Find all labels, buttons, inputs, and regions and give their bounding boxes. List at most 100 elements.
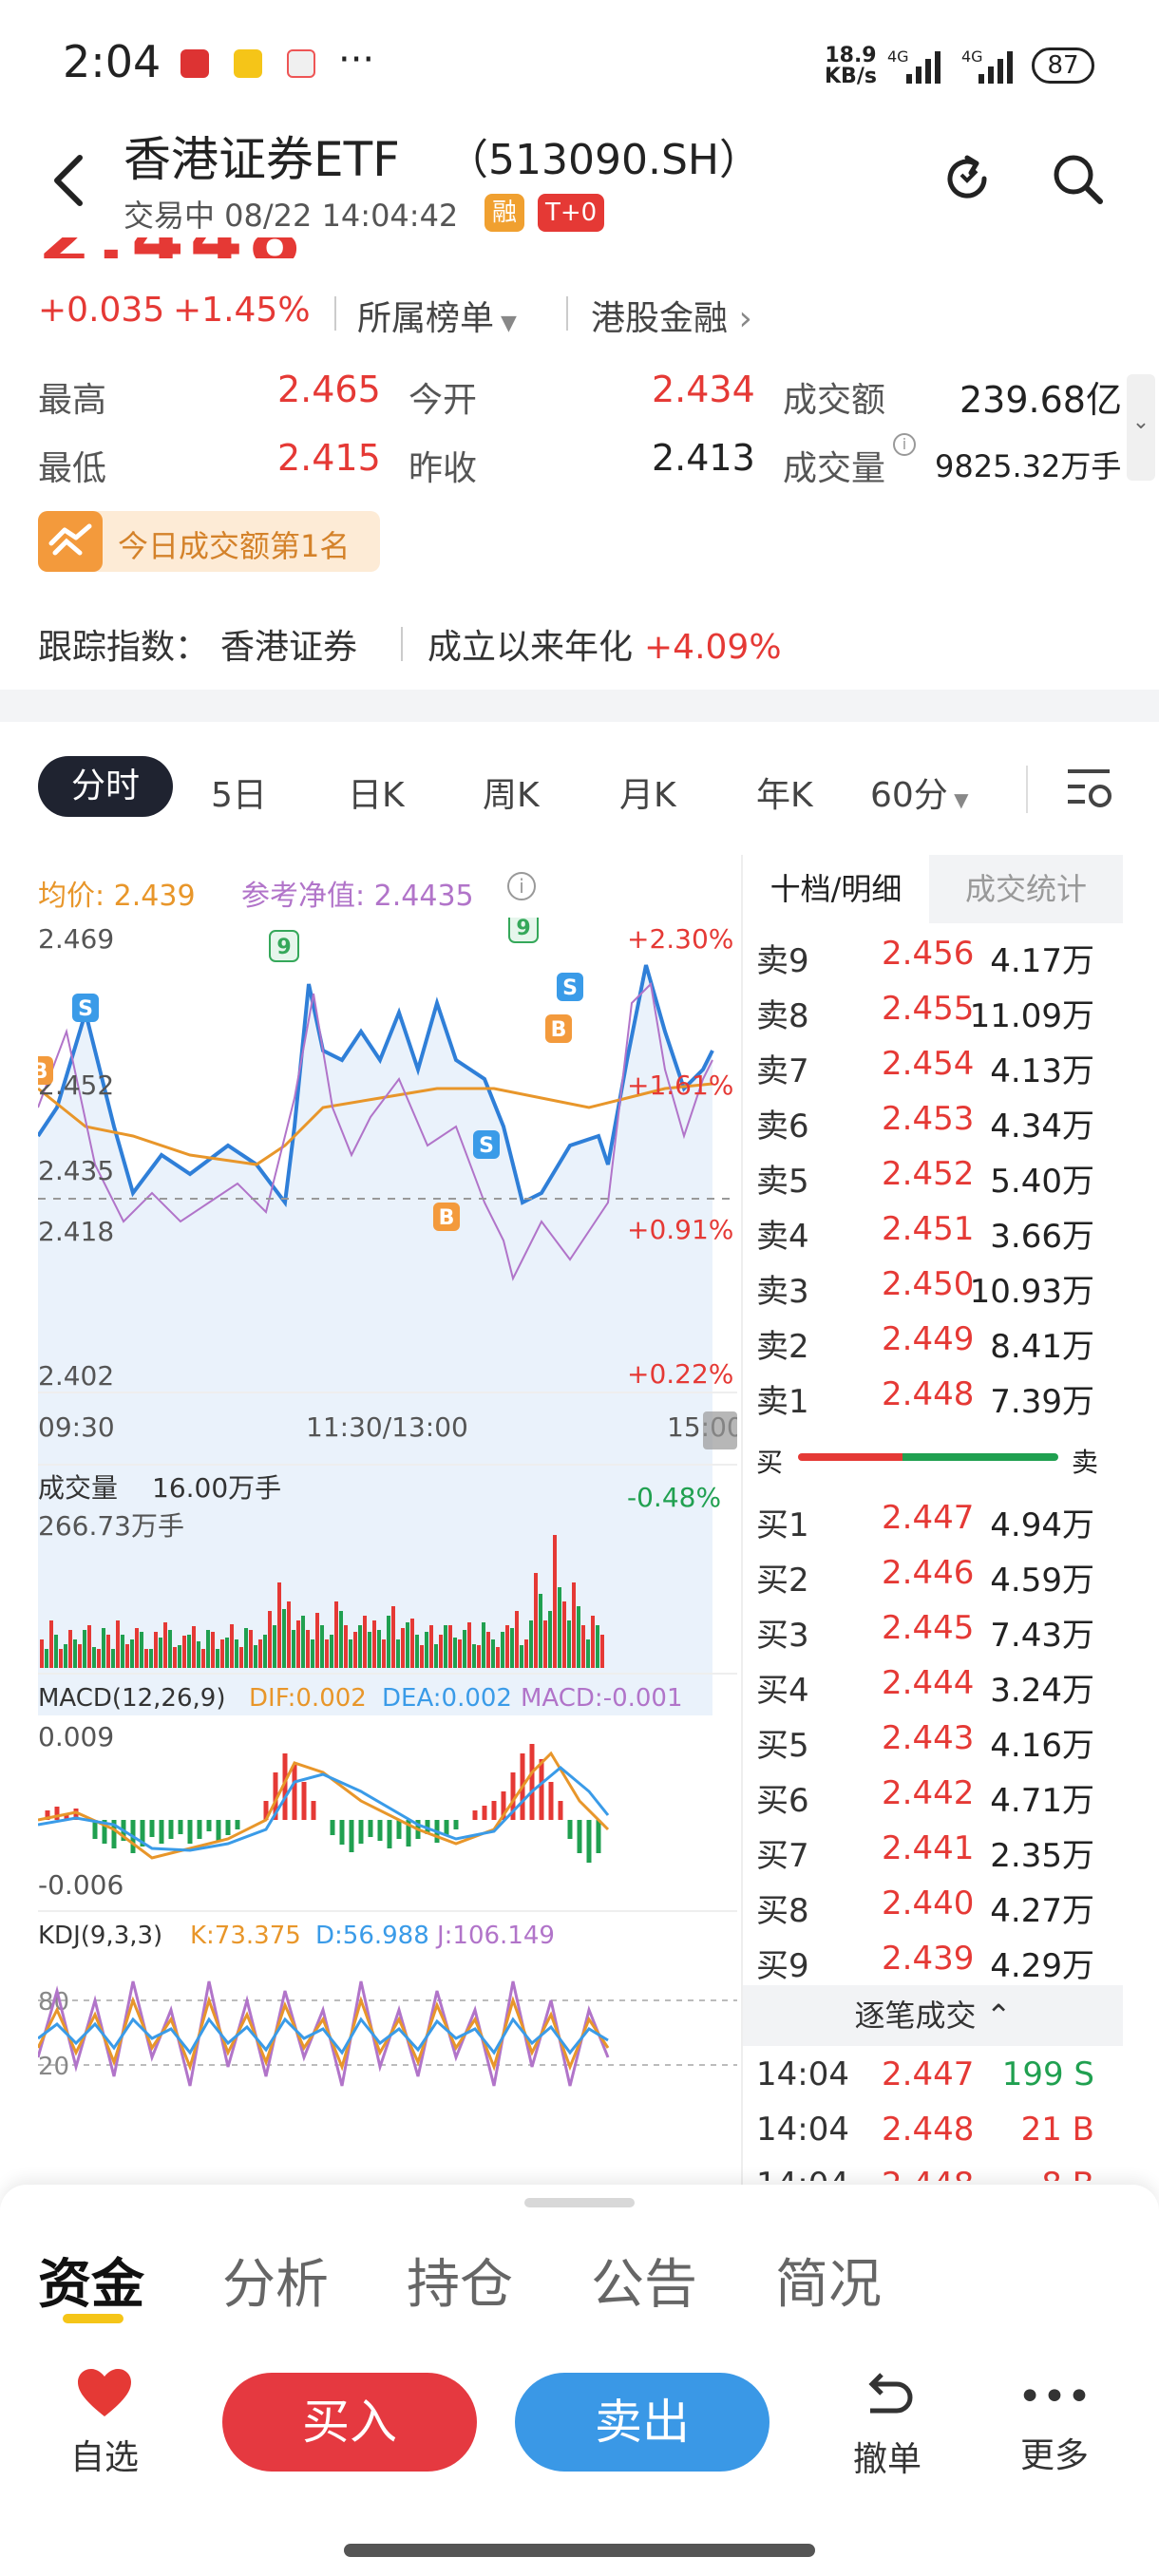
ask-row[interactable]: 卖7 2.454 4.13万 <box>743 1037 1104 1092</box>
tab-yearly-k[interactable]: 年K <box>756 776 813 815</box>
bid-row[interactable]: 买2 2.446 4.59万 <box>743 1546 1104 1601</box>
ask-row[interactable]: 卖9 2.456 4.17万 <box>743 927 1104 982</box>
bid-row[interactable]: 买8 2.440 4.27万 <box>743 1877 1104 1932</box>
pct-tick-label: +1.61% <box>627 1070 733 1101</box>
signal-label-2: 4G <box>961 47 983 66</box>
tick-volume: 199 S <box>1001 2055 1094 2093</box>
buy-marker[interactable] <box>545 1014 572 1043</box>
low-value: 2.415 <box>277 437 381 479</box>
tab-overview[interactable]: 简况 <box>775 2254 882 2316</box>
ask-row[interactable]: 卖5 2.452 5.40万 <box>743 1147 1104 1203</box>
ask-row[interactable]: 卖3 2.450 10.93万 <box>743 1258 1104 1313</box>
level-price: 2.446 <box>882 1554 975 1592</box>
tick-row[interactable]: 14:04 2.447 199 S <box>743 2048 1104 2103</box>
bid-row[interactable]: 买4 2.444 3.24万 <box>743 1657 1104 1712</box>
tick-list: 14:04 2.447 199 S 14:04 2.448 21 B 14:04 2.448 8… <box>743 2048 1123 2181</box>
level-volume: 8.41万 <box>990 1328 1094 1366</box>
level-price: 2.456 <box>882 935 975 973</box>
back-arrow-icon[interactable] <box>48 152 89 209</box>
level-label: 买7 <box>756 1837 809 1875</box>
level-label: 买8 <box>756 1892 809 1930</box>
buy-button[interactable]: 买入 <box>222 2373 477 2472</box>
price-area <box>38 965 712 1715</box>
pct-tick-label: +0.91% <box>627 1214 733 1245</box>
divider <box>334 296 336 331</box>
chevron-down-icon: ▼ <box>947 788 969 811</box>
info-icon[interactable]: i <box>507 872 536 900</box>
ask-row[interactable]: 卖4 2.451 3.66万 <box>743 1203 1104 1258</box>
ranking-badge[interactable]: 今日成交额第1名 <box>38 511 380 572</box>
open-label: 今开 <box>408 381 478 420</box>
tab-announcements[interactable]: 公告 <box>591 2254 697 2316</box>
macd-histogram <box>45 1744 601 1863</box>
sell-button[interactable]: 卖出 <box>515 2373 770 2472</box>
tab-daily-k[interactable]: 日K <box>348 776 405 815</box>
sell-label: 卖 <box>1072 1447 1099 1478</box>
badge-text: 今日成交额第1名 <box>118 528 351 564</box>
tab-holdings[interactable]: 持仓 <box>407 2254 513 2316</box>
sell-marker[interactable] <box>557 973 583 1001</box>
tab-orderbook[interactable]: 十档/明细 <box>743 855 929 923</box>
info-icon[interactable]: i <box>893 433 916 456</box>
level-volume: 4.71万 <box>990 1782 1094 1820</box>
page-title: 香港证券ETF <box>124 132 400 187</box>
signal-9-marker[interactable] <box>508 918 539 943</box>
signal-9-marker[interactable] <box>269 930 299 962</box>
expand-toggle[interactable]: ⌄ <box>1127 374 1155 481</box>
home-indicator[interactable] <box>344 2544 815 2557</box>
bid-row[interactable]: 买9 2.439 4.29万 <box>743 1932 1104 1987</box>
open-value: 2.434 <box>652 369 755 410</box>
refresh-icon[interactable] <box>939 150 996 207</box>
ask-row[interactable]: 卖1 2.448 7.39万 <box>743 1368 1104 1423</box>
level-volume: 7.39万 <box>990 1383 1094 1421</box>
track-index: 跟踪指数： 香港证券 <box>38 619 357 669</box>
tab-funds[interactable]: 资金 <box>38 2254 144 2316</box>
tab-intraday[interactable]: 分时 <box>38 756 173 817</box>
cancel-order-button[interactable]: 撤单 <box>840 2371 935 2481</box>
tab-monthly-k[interactable]: 月K <box>619 776 676 815</box>
tick-price: 2.448 <box>882 2111 975 2149</box>
chart-settings-icon[interactable] <box>1062 760 1117 815</box>
nav-value: 2.4435 <box>373 880 474 913</box>
chart-expand-handle[interactable] <box>703 1411 737 1449</box>
search-icon[interactable] <box>1049 150 1106 207</box>
sector-link[interactable]: 港股金融 › <box>591 291 752 340</box>
more-button[interactable]: ••• 更多 <box>1007 2371 1102 2477</box>
ask-row[interactable]: 卖6 2.453 4.34万 <box>743 1092 1104 1147</box>
chevron-up-icon: ⌃ <box>985 1998 1012 2034</box>
bid-row[interactable]: 买6 2.442 4.71万 <box>743 1767 1104 1822</box>
macd-value: MACD:-0.001 <box>521 1684 683 1713</box>
nav-price: 参考净值: 2.4435 <box>241 872 474 914</box>
level-volume: 4.29万 <box>990 1947 1094 1985</box>
ask-row[interactable]: 卖8 2.455 11.09万 <box>743 982 1104 1037</box>
x-tick-label: 11:30/13:00 <box>306 1411 468 1443</box>
bid-row[interactable]: 买1 2.447 4.94万 <box>743 1491 1104 1546</box>
sell-marker[interactable] <box>72 994 99 1022</box>
tick-row[interactable]: 14:04 2.448 8 B <box>743 2158 1104 2181</box>
bid-row[interactable]: 买5 2.443 4.16万 <box>743 1712 1104 1767</box>
sheet-handle[interactable] <box>524 2198 635 2207</box>
tab-weekly-k[interactable]: 周K <box>483 776 540 815</box>
buy-marker[interactable] <box>38 1056 53 1085</box>
prev-close-label: 昨收 <box>408 449 478 488</box>
ask-row[interactable]: 卖2 2.449 8.41万 <box>743 1313 1104 1368</box>
tab-trade-stats[interactable]: 成交统计 <box>929 855 1123 923</box>
ranking-dropdown[interactable]: 所属榜单 ▼ <box>357 291 517 340</box>
bid-row[interactable]: 买7 2.441 2.35万 <box>743 1822 1104 1877</box>
level-label: 卖6 <box>756 1108 809 1146</box>
tab-5day[interactable]: 5日 <box>211 776 267 815</box>
buy-marker[interactable] <box>433 1203 460 1231</box>
bid-row[interactable]: 买3 2.445 7.43万 <box>743 1601 1104 1657</box>
tick-row[interactable]: 14:04 2.448 21 B <box>743 2103 1104 2158</box>
tick-trades-toggle[interactable]: 逐笔成交 ⌃ <box>743 1985 1123 2046</box>
tab-60min[interactable]: 60分 ▼ <box>870 767 969 817</box>
tab-analysis[interactable]: 分析 <box>222 2254 329 2316</box>
sell-marker[interactable] <box>473 1130 500 1159</box>
watchlist-button[interactable]: 自选 <box>57 2367 152 2479</box>
level-volume: 4.94万 <box>990 1506 1094 1544</box>
level-label: 买4 <box>756 1672 809 1710</box>
trading-status: 交易中 08/22 14:04:42 <box>124 198 459 234</box>
chart-panel: 均价: 2.439 参考净值: 2.4435 i 2.469 2.452 2.4… <box>38 861 737 2209</box>
volume-value: 9825.32万手 <box>935 448 1122 484</box>
level-label: 买1 <box>756 1506 809 1544</box>
